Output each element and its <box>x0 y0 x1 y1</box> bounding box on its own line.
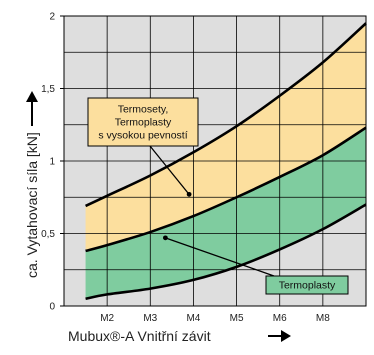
annotation-text: s vysokou pevností <box>98 130 187 142</box>
annotation-thermoplastics: Termoplasty <box>162 235 349 295</box>
y-axis-title: ca. Vytahovací síla [kN] <box>24 132 40 278</box>
leader-dot <box>186 191 192 197</box>
x-tick-label: M8 <box>316 313 330 324</box>
y-tick-label: 0 <box>49 302 55 313</box>
band-thermosets <box>85 23 366 251</box>
y-tick-label: 1 <box>49 157 55 168</box>
y-axis-arrow-icon <box>26 91 38 126</box>
annotation-text: Termosety, <box>118 104 169 116</box>
x-axis-arrow-icon <box>268 330 291 342</box>
x-tick-label: M2 <box>100 313 114 324</box>
curve-upper <box>85 22 367 208</box>
annotation-text: Termoplasty <box>279 280 336 292</box>
x-axis-title: Mubux®-A Vnitřní závit <box>68 328 211 344</box>
x-tick-label: M6 <box>273 313 287 324</box>
curve-lower <box>85 203 367 301</box>
x-tick-label: M4 <box>186 313 200 324</box>
leader-line <box>149 145 190 195</box>
leader-dot <box>162 235 168 241</box>
annotation-box <box>265 275 349 295</box>
curve-middle <box>85 126 367 253</box>
x-tick-label: M5 <box>230 313 244 324</box>
y-tick-label: 2 <box>49 12 55 23</box>
x-tick-label: M3 <box>143 313 157 324</box>
annotation-box <box>87 97 199 147</box>
annotation-text: Termoplasty <box>115 117 172 129</box>
y-tick-label: 1,5 <box>41 84 55 95</box>
y-tick-label: 0,5 <box>41 229 55 240</box>
leader-line <box>165 237 275 277</box>
